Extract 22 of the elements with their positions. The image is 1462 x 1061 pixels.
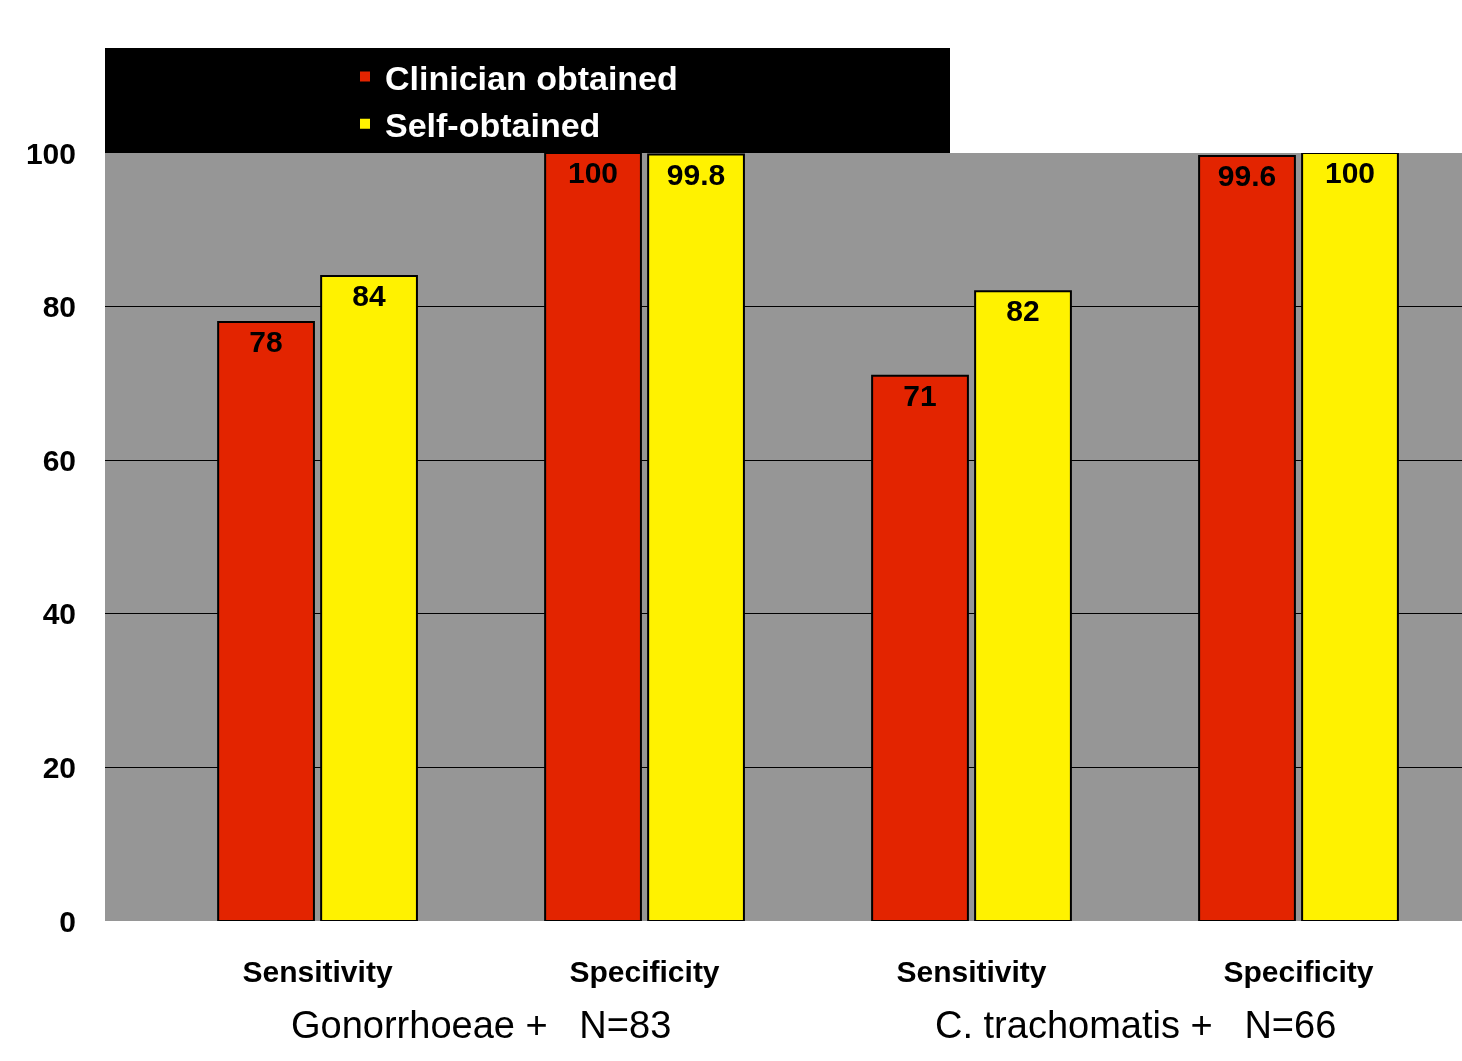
data-label: 71 [903,378,937,412]
legend-label: Self-obtained [385,106,601,145]
text: C. trachomatis + N=66 [935,1004,1337,1046]
legend-label: Clinician obtained [385,58,678,97]
y-tick-label: 40 [42,597,76,631]
x-tick-label: Specificity [569,955,720,988]
x-tick-label: Sensitivity [242,955,393,988]
y-tick-label: 100 [25,136,76,170]
data-label: 99.6 [1217,159,1277,193]
data-label: 100 [568,156,619,189]
text: Gonorrhoeae + N=83 [291,1004,672,1046]
y-tick-label: 80 [42,290,76,324]
data-label: 99.8 [666,157,726,191]
x-tick-label: Sensitivity [896,955,1047,988]
data-label: 100 [1324,156,1376,189]
y-tick-label: 0 [59,904,76,938]
y-tick-label: 60 [42,443,76,477]
x-tick-label: Specificity [1223,955,1374,988]
data-label: 78 [249,324,283,358]
data-label: 82 [1006,294,1040,328]
data-label: 84 [352,278,386,312]
y-tick-label: 20 [42,750,76,784]
